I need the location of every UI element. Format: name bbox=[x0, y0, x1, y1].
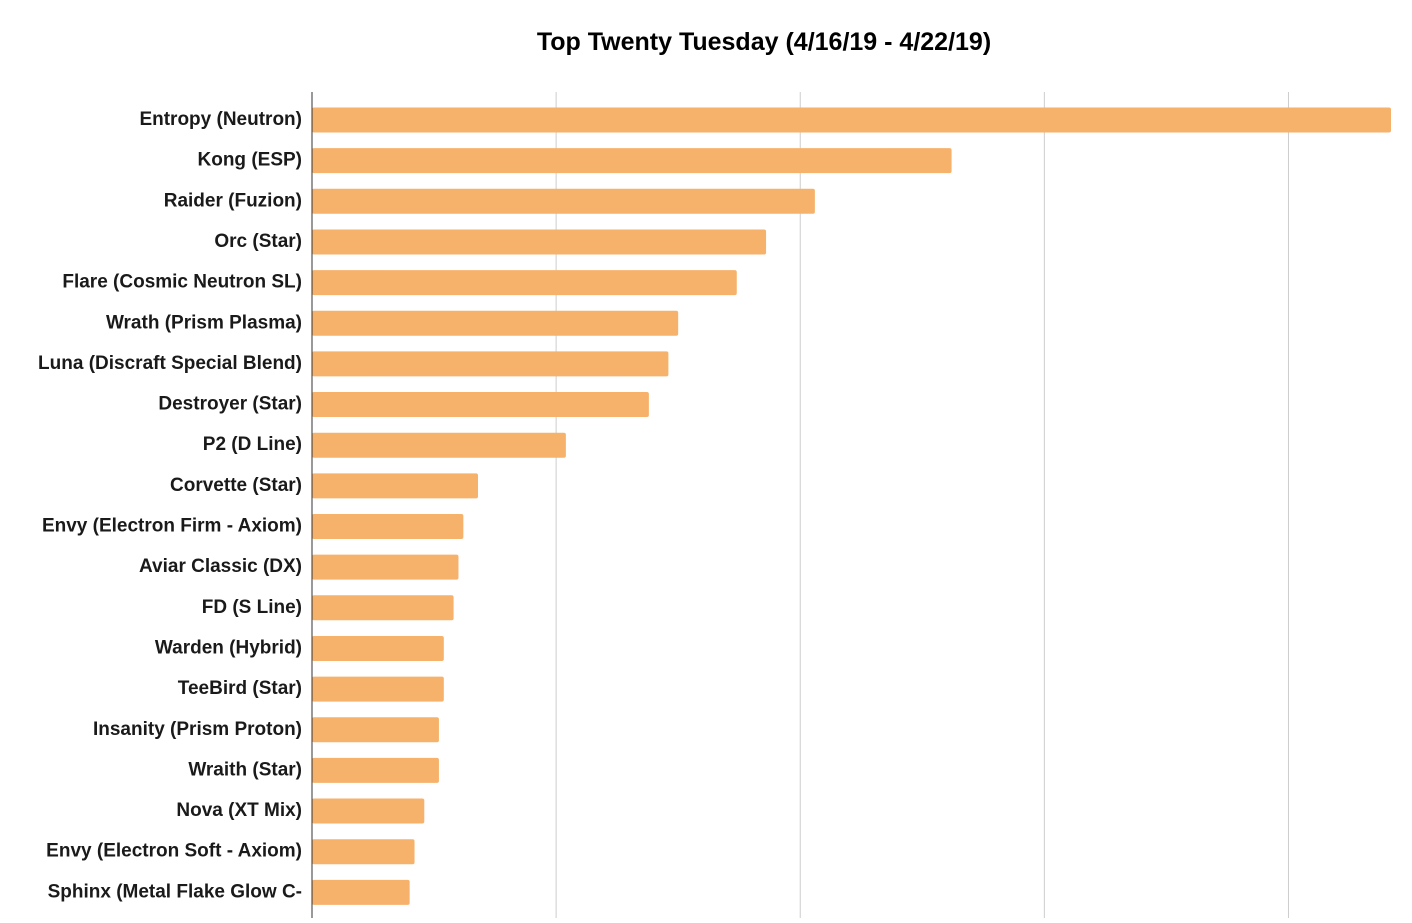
category-label-10: Envy (Electron Firm - Axiom) bbox=[42, 516, 302, 537]
category-label-4: Flare (Cosmic Neutron SL) bbox=[62, 272, 302, 293]
category-label-6: Luna (Discraft Special Blend) bbox=[38, 353, 302, 374]
bar-0 bbox=[312, 107, 1391, 133]
category-labels: Entropy (Neutron) Kong (ESP) Raider (Fuzio… bbox=[38, 109, 302, 902]
category-label-12: FD (S Line) bbox=[202, 597, 302, 618]
category-label-13: Warden (Hybrid) bbox=[155, 637, 302, 658]
category-label-0: Entropy (Neutron) bbox=[139, 109, 302, 130]
bar-17 bbox=[312, 798, 425, 824]
category-label-9: Corvette (Star) bbox=[170, 475, 302, 496]
bar-11 bbox=[312, 554, 459, 580]
bar-10 bbox=[312, 514, 464, 539]
bar-15 bbox=[312, 717, 439, 743]
category-label-1: Kong (ESP) bbox=[198, 150, 303, 171]
category-label-14: TeeBird (Star) bbox=[178, 678, 302, 699]
bar-16 bbox=[312, 757, 439, 783]
bar-14 bbox=[312, 676, 444, 702]
category-label-11: Aviar Classic (DX) bbox=[139, 556, 302, 577]
bar-4 bbox=[312, 270, 737, 296]
bars bbox=[312, 107, 1391, 905]
bar-1 bbox=[312, 148, 952, 174]
category-label-7: Destroyer (Star) bbox=[158, 394, 302, 415]
bar-5 bbox=[312, 310, 679, 336]
bar-12 bbox=[312, 595, 454, 621]
bar-7 bbox=[312, 392, 649, 418]
chart-title: Top Twenty Tuesday (4/16/19 - 4/22/19) bbox=[536, 28, 992, 56]
bar-6 bbox=[312, 351, 669, 377]
gridlines bbox=[555, 92, 1289, 918]
bar-8 bbox=[312, 432, 566, 458]
category-label-18: Envy (Electron Soft - Axiom) bbox=[46, 841, 302, 862]
category-label-2: Raider (Fuzion) bbox=[164, 190, 302, 211]
category-label-16: Wraith (Star) bbox=[188, 759, 302, 780]
category-label-17: Nova (XT Mix) bbox=[176, 800, 302, 821]
bar-19 bbox=[312, 879, 410, 905]
bar-18 bbox=[312, 839, 415, 865]
bar-2 bbox=[312, 188, 815, 214]
category-label-3: Orc (Star) bbox=[214, 231, 302, 252]
category-label-8: P2 (D Line) bbox=[203, 434, 302, 455]
category-label-15: Insanity (Prism Proton) bbox=[93, 719, 302, 740]
bar-9 bbox=[312, 473, 478, 499]
bar-3 bbox=[312, 229, 767, 255]
category-label-19: Sphinx (Metal Flake Glow C- bbox=[48, 881, 302, 902]
bar-13 bbox=[312, 635, 444, 661]
category-label-5: Wrath (Prism Plasma) bbox=[106, 312, 302, 333]
